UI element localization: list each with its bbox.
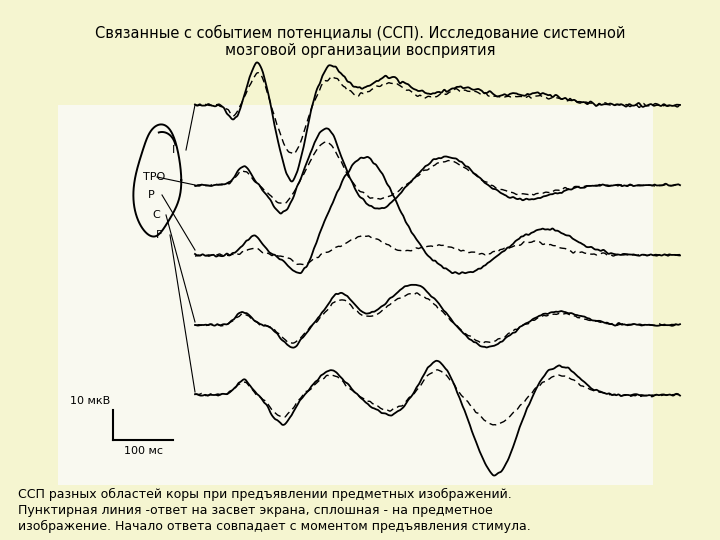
Bar: [58, 105, 653, 485]
Text: I: I: [172, 145, 175, 155]
Text: ССП разных областей коры при предъявлении предметных изображений.: ССП разных областей коры при предъявлени…: [18, 488, 512, 501]
Text: ТРО: ТРО: [143, 172, 166, 182]
Text: Связанные с событием потенциалы (ССП). Исследование системной
мозговой организац: Связанные с событием потенциалы (ССП). И…: [95, 25, 625, 58]
Text: F: F: [156, 230, 163, 240]
Text: изображение. Начало ответа совпадает с моментом предъявления стимула.: изображение. Начало ответа совпадает с м…: [18, 520, 531, 533]
Text: Пунктирная линия -ответ на засвет экрана, сплошная - на предметное: Пунктирная линия -ответ на засвет экрана…: [18, 504, 492, 517]
Text: 100 мс: 100 мс: [124, 446, 163, 456]
Text: 10 мкВ: 10 мкВ: [70, 396, 110, 406]
Text: P: P: [148, 190, 155, 200]
Text: C: C: [152, 210, 160, 220]
